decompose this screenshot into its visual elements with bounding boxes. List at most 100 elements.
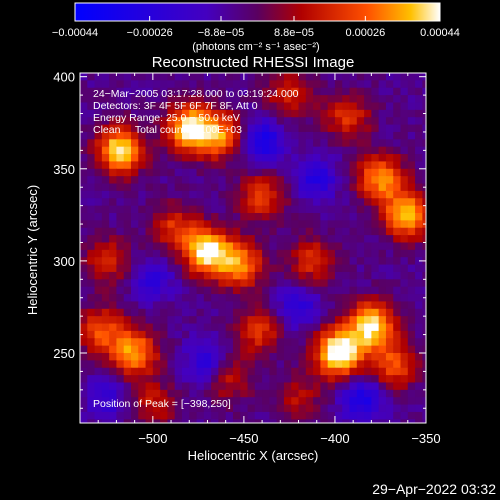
heatmap-cell <box>327 419 336 423</box>
heatmap-cell <box>269 330 278 339</box>
heatmap-cell <box>138 264 147 273</box>
heatmap-cell <box>385 205 394 214</box>
heatmap-cell <box>320 323 329 332</box>
heatmap-cell <box>320 161 329 170</box>
heatmap-cell <box>232 389 241 398</box>
heatmap-cell <box>247 338 256 347</box>
heatmap-cell <box>415 154 423 163</box>
heatmap-cell <box>225 397 234 406</box>
heatmap-cell <box>349 286 358 295</box>
heatmap-cell <box>320 205 329 214</box>
heatmap-cell <box>291 338 300 347</box>
heatmap-cell <box>364 323 372 332</box>
heatmap-cell <box>218 87 227 96</box>
heatmap-cell <box>415 279 423 288</box>
heatmap-cell <box>371 109 380 118</box>
heatmap-cell <box>254 257 263 266</box>
heatmap-cell <box>422 286 426 295</box>
heatmap-cell <box>247 330 256 339</box>
heatmap-cell <box>298 109 307 118</box>
heatmap-cell <box>218 109 227 118</box>
heatmap-cell <box>364 131 372 140</box>
heatmap-cell <box>276 249 285 258</box>
heatmap-cell <box>305 146 314 155</box>
heatmap-cell <box>109 330 118 339</box>
heatmap-cell <box>174 73 183 81</box>
heatmap-cell <box>218 95 227 104</box>
heatmap-cell <box>174 286 183 295</box>
heatmap-cell <box>334 301 343 310</box>
heatmap-cell <box>415 397 423 406</box>
heatmap-cell <box>269 227 278 236</box>
heatmap-cell <box>422 308 426 317</box>
heatmap-cell <box>232 360 241 369</box>
heatmap-cell <box>203 95 212 104</box>
heatmap-cell <box>254 161 263 170</box>
heatmap-cell <box>356 183 365 192</box>
heatmap-cell <box>364 176 372 185</box>
heatmap-cell <box>167 124 176 133</box>
heatmap-cell <box>109 404 118 413</box>
heatmap-cell <box>291 330 300 339</box>
heatmap-cell <box>94 168 103 177</box>
heatmap-cell <box>298 220 307 229</box>
heatmap-cell <box>393 382 402 391</box>
heatmap-cell <box>291 227 300 236</box>
heatmap-cell <box>298 190 307 199</box>
heatmap-cell <box>116 205 125 214</box>
heatmap-cell <box>407 338 416 347</box>
heatmap-cell <box>393 316 402 325</box>
heatmap-cell <box>123 183 132 192</box>
heatmap-cell <box>189 205 198 214</box>
heatmap-cell <box>378 360 387 369</box>
heatmap-cell <box>167 205 176 214</box>
heatmap-cell <box>152 264 161 273</box>
heatmap-cell <box>240 367 249 376</box>
heatmap-cell <box>94 109 103 118</box>
heatmap-cell <box>378 404 387 413</box>
heatmap-cell <box>196 235 205 244</box>
heatmap-cell <box>123 419 132 423</box>
heatmap-cell <box>407 102 416 111</box>
heatmap-cell <box>174 323 183 332</box>
heatmap-cell <box>240 271 249 280</box>
heatmap-cell <box>94 154 103 163</box>
heatmap-cell <box>138 360 147 369</box>
heatmap-cell <box>378 190 387 199</box>
heatmap-cell <box>313 264 321 273</box>
heatmap-cell <box>298 213 307 221</box>
heatmap-cell <box>283 161 292 170</box>
heatmap-cell <box>254 124 263 133</box>
heatmap-cell <box>152 154 161 163</box>
heatmap-cell <box>262 419 270 423</box>
heatmap-cell <box>349 345 358 354</box>
heatmap-cell <box>254 301 263 310</box>
heatmap-cell <box>167 102 176 111</box>
heatmap-cell <box>80 198 88 207</box>
heatmap-cell <box>378 117 387 126</box>
heatmap-cell <box>327 323 336 332</box>
heatmap-cell <box>218 271 227 280</box>
heatmap-cell <box>269 73 278 81</box>
heatmap-cell <box>152 360 161 369</box>
heatmap-cell <box>138 176 147 185</box>
heatmap-cell <box>364 249 372 258</box>
heatmap-cell <box>101 139 110 148</box>
heatmap-cell <box>393 220 402 229</box>
heatmap-cell <box>378 294 387 303</box>
heatmap-cell <box>291 323 300 332</box>
heatmap-cell <box>415 301 423 310</box>
heatmap-cell <box>393 198 402 207</box>
heatmap-cell <box>291 205 300 214</box>
heatmap-cell <box>349 264 358 273</box>
heatmap-cell <box>130 345 139 354</box>
colorbar-unit-label: (photons cm⁻² s⁻¹ asec⁻²) <box>192 41 319 53</box>
heatmap-cell <box>196 198 205 207</box>
heatmap-cell <box>342 95 351 104</box>
heatmap-cell <box>160 95 169 104</box>
heatmap-cell <box>218 301 227 310</box>
heatmap-cell <box>152 131 161 140</box>
heatmap-cell <box>123 146 132 155</box>
heatmap-cell <box>269 264 278 273</box>
